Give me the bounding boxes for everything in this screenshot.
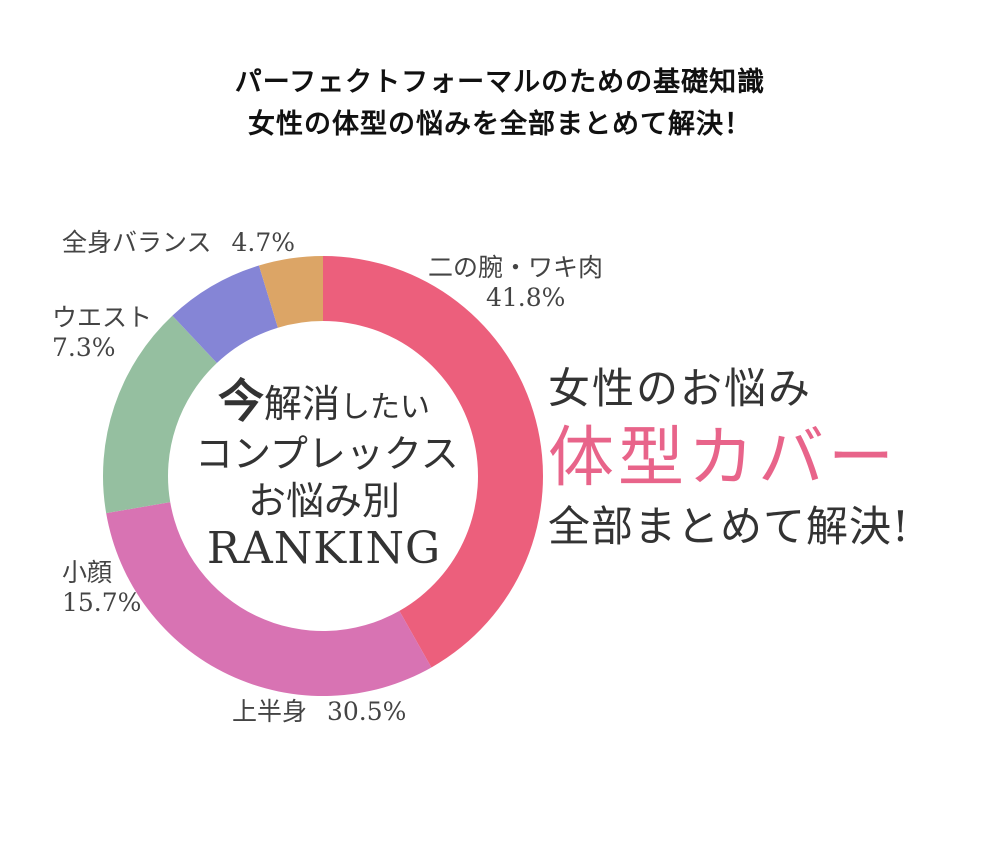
slice-label-arm: 二の腕・ワキ肉 41.8%	[428, 253, 603, 313]
center-kana-small: したい	[340, 390, 430, 425]
slice-category: 小顔	[62, 558, 113, 587]
slice-waist	[172, 265, 278, 364]
slice-category: 上半身	[232, 697, 308, 726]
slice-value: 41.8%	[486, 283, 566, 312]
header-line-1: パーフェクトフォーマルのための基礎知識	[234, 67, 766, 98]
slice-category: 二の腕・ワキ肉	[428, 253, 604, 282]
center-line-1: 今解消したい	[195, 378, 453, 431]
center-line-4: RANKING	[206, 523, 442, 574]
header-line-2: 女性の体型の悩みを全部まとめて解決！	[248, 109, 752, 140]
slice-label-waist: ウエスト 7.3%	[52, 303, 152, 363]
slice-face	[103, 315, 217, 514]
slice-value: 15.7%	[62, 588, 142, 617]
slice-upper-body	[106, 502, 432, 696]
promo-text: 女性のお悩み 体型カバー 全部まとめて解決!	[548, 362, 988, 554]
slice-label-balance: 全身バランス 4.7%	[62, 228, 295, 258]
promo-line-1: 女性のお悩み	[548, 364, 813, 413]
center-line-3: お悩み別	[247, 479, 400, 523]
slice-value: 30.5%	[326, 697, 407, 726]
slice-label-upper-body: 上半身 30.5%	[232, 697, 406, 727]
header: パーフェクトフォーマルのための基礎知識 女性の体型の悩みを全部まとめて解決！	[0, 62, 1000, 146]
slice-category: ウエスト	[52, 303, 153, 332]
slice-balance	[258, 256, 323, 328]
slice-value: 7.3%	[52, 333, 116, 362]
promo-line-2: 体型カバー	[548, 419, 898, 496]
center-line-2: コンプレックス	[195, 432, 459, 476]
slice-label-face: 小顔 15.7%	[62, 558, 141, 618]
promo-line-3: 全部まとめて解決!	[548, 502, 910, 551]
center-kanji-big: 今	[217, 374, 264, 428]
center-title: 今解消したい コンプレックス お悩み別 RANKING	[195, 378, 459, 574]
slice-value: 4.7%	[231, 228, 295, 257]
slice-category: 全身バランス	[62, 228, 212, 257]
slice-arm	[323, 256, 543, 668]
center-kanji-mid: 解消	[263, 382, 340, 426]
